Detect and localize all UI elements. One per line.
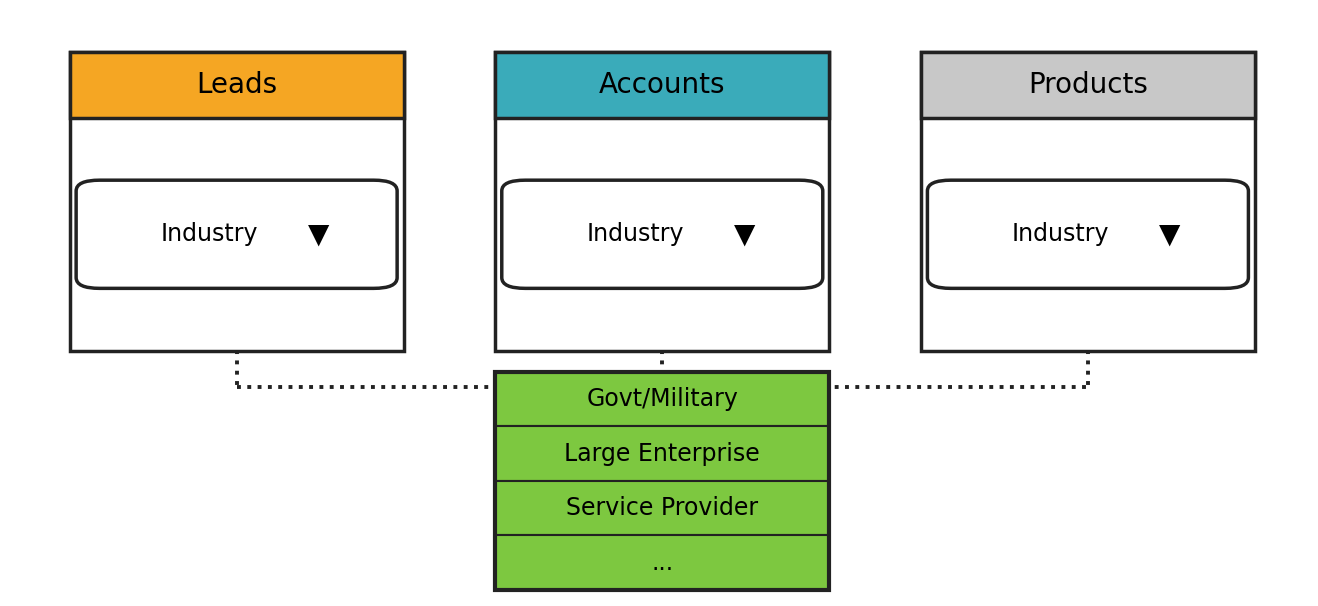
Text: ▼: ▼ <box>1160 220 1181 248</box>
Bar <box>496 535 829 590</box>
Text: Leads: Leads <box>196 71 277 99</box>
Text: ▼: ▼ <box>734 220 755 248</box>
Text: Accounts: Accounts <box>598 71 725 99</box>
FancyBboxPatch shape <box>928 180 1248 288</box>
Text: Govt/Military: Govt/Military <box>587 387 738 411</box>
Bar <box>496 371 829 426</box>
Bar <box>496 371 829 590</box>
Text: Products: Products <box>1028 71 1148 99</box>
FancyBboxPatch shape <box>502 180 822 288</box>
Text: Service Provider: Service Provider <box>567 496 758 520</box>
Bar <box>496 481 829 535</box>
Bar <box>70 52 403 118</box>
Bar <box>921 52 1255 118</box>
Bar <box>70 52 403 351</box>
Bar <box>496 52 829 351</box>
Text: Industry: Industry <box>1012 222 1110 246</box>
Text: ...: ... <box>651 551 673 574</box>
Bar <box>921 52 1255 351</box>
Bar <box>496 426 829 481</box>
Text: Industry: Industry <box>587 222 684 246</box>
Text: ▼: ▼ <box>308 220 330 248</box>
Text: Industry: Industry <box>161 222 258 246</box>
Bar <box>496 52 829 118</box>
FancyBboxPatch shape <box>76 180 397 288</box>
Text: Large Enterprise: Large Enterprise <box>564 442 760 465</box>
